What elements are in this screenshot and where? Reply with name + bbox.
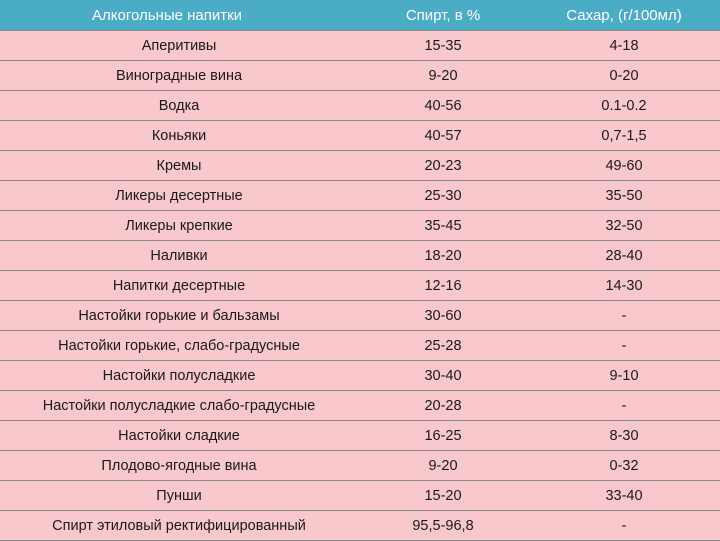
- alcohol-percent-cell: 30-60: [358, 300, 528, 331]
- table-row: Настойки полусладкие 30-40 9-10: [0, 360, 720, 391]
- drink-name-cell: Настойки горькие и бальзамы: [0, 300, 358, 331]
- drink-name-cell: Коньяки: [0, 120, 358, 151]
- table-row: Настойки горькие и бальзамы 30-60-: [0, 300, 720, 331]
- sugar-content-cell: 0,7-1,5: [528, 120, 720, 151]
- table-row: Настойки горькие, слабо-градусные 25-28-: [0, 330, 720, 361]
- sugar-content-cell: 32-50: [528, 210, 720, 241]
- table-row: Настойки сладкие 16-25 8-30: [0, 420, 720, 451]
- header-drinks: Алкогольные напитки: [0, 0, 358, 31]
- alcohol-percent-cell: 18-20: [358, 240, 528, 271]
- drink-name-cell: Настойки горькие, слабо-градусные: [0, 330, 358, 361]
- table-row: Напитки десертные 12-16 14-30: [0, 270, 720, 301]
- table-row: Плодово-ягодные вина 9-20 0-32: [0, 450, 720, 481]
- alcohol-percent-cell: 35-45: [358, 210, 528, 241]
- drink-name-cell: Настойки сладкие: [0, 420, 358, 451]
- drink-name-cell: Настойки полусладкие: [0, 360, 358, 391]
- sugar-content-cell: -: [528, 330, 720, 361]
- alcohol-percent-cell: 40-56: [358, 90, 528, 121]
- table-row: Настойки полусладкие слабо-градусные 20-2…: [0, 390, 720, 421]
- drink-name-cell: Настойки полусладкие слабо-градусные: [0, 390, 358, 421]
- alcohol-percent-cell: 30-40: [358, 360, 528, 391]
- sugar-content-cell: 0.1-0.2: [528, 90, 720, 121]
- table-row: Ликеры десертные 25-30 35-50: [0, 180, 720, 211]
- sugar-content-cell: 14-30: [528, 270, 720, 301]
- alcohol-percent-cell: 40-57: [358, 120, 528, 151]
- sugar-content-cell: 49-60: [528, 150, 720, 181]
- drink-name-cell: Плодово-ягодные вина: [0, 450, 358, 481]
- table-row: Пунши 15-20 33-40: [0, 480, 720, 511]
- alcohol-percent-cell: 16-25: [358, 420, 528, 451]
- sugar-content-cell: 28-40: [528, 240, 720, 271]
- sugar-content-cell: -: [528, 510, 720, 541]
- drink-name-cell: Спирт этиловый ректифицированный: [0, 510, 358, 541]
- sugar-content-cell: 9-10: [528, 360, 720, 391]
- drink-name-cell: Ликеры десертные: [0, 180, 358, 211]
- drink-name-cell: Аперитивы: [0, 30, 358, 61]
- drink-name-cell: Виноградные вина: [0, 60, 358, 91]
- table-row: Коньяки 40-57 0,7-1,5: [0, 120, 720, 151]
- table-row: Спирт этиловый ректифицированный 95,5-96,…: [0, 510, 720, 541]
- alcohol-percent-cell: 15-20: [358, 480, 528, 511]
- sugar-content-cell: 33-40: [528, 480, 720, 511]
- alcohol-percent-cell: 25-30: [358, 180, 528, 211]
- alcohol-percent-cell: 9-20: [358, 450, 528, 481]
- table-row: Кремы 20-23 49-60: [0, 150, 720, 181]
- table-row: Наливки 18-20 28-40: [0, 240, 720, 271]
- alcohol-percent-cell: 15-35: [358, 30, 528, 61]
- sugar-content-cell: 4-18: [528, 30, 720, 61]
- alcohol-percent-cell: 20-28: [358, 390, 528, 421]
- table-body: Аперитивы 15-35 4-18 Виноградные вина 9-20 0-…: [0, 30, 720, 541]
- drink-name-cell: Кремы: [0, 150, 358, 181]
- sugar-content-cell: -: [528, 300, 720, 331]
- table-row: Водка 40-56 0.1-0.2: [0, 90, 720, 121]
- drink-name-cell: Пунши: [0, 480, 358, 511]
- drink-name-cell: Водка: [0, 90, 358, 121]
- drink-name-cell: Ликеры крепкие: [0, 210, 358, 241]
- drink-name-cell: Наливки: [0, 240, 358, 271]
- header-row: Алкогольные напитки Спирт, в % Сахар, (г…: [0, 0, 720, 31]
- alcohol-percent-cell: 9-20: [358, 60, 528, 91]
- sugar-content-cell: -: [528, 390, 720, 421]
- header-alcohol: Спирт, в %: [358, 0, 528, 31]
- sugar-content-cell: 0-20: [528, 60, 720, 91]
- sugar-content-cell: 0-32: [528, 450, 720, 481]
- drink-name-cell: Напитки десертные: [0, 270, 358, 301]
- header-sugar: Сахар, (г/100мл): [528, 0, 720, 31]
- alcohol-percent-cell: 25-28: [358, 330, 528, 361]
- sugar-content-cell: 8-30: [528, 420, 720, 451]
- sugar-content-cell: 35-50: [528, 180, 720, 211]
- table-row: Виноградные вина 9-20 0-20: [0, 60, 720, 91]
- alcohol-percent-cell: 95,5-96,8: [358, 510, 528, 541]
- alcohol-percent-cell: 12-16: [358, 270, 528, 301]
- alcohol-percent-cell: 20-23: [358, 150, 528, 181]
- table-row: Аперитивы 15-35 4-18: [0, 30, 720, 61]
- table-row: Ликеры крепкие 35-45 32-50: [0, 210, 720, 241]
